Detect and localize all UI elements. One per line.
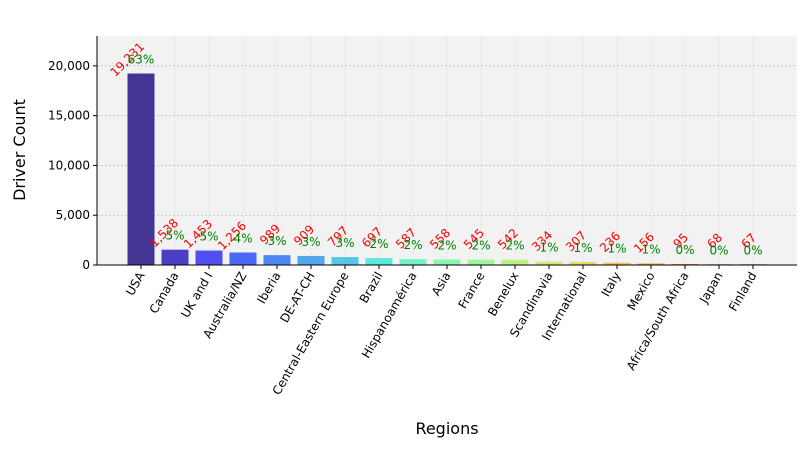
bar xyxy=(161,249,189,265)
x-tick-label: UK and I xyxy=(178,270,215,321)
bar xyxy=(535,261,563,265)
percent-label: 0% xyxy=(675,243,694,257)
y-tick-label: 15,000 xyxy=(48,109,90,123)
bar xyxy=(229,252,257,265)
percent-label: 2% xyxy=(471,239,490,253)
bar xyxy=(331,257,359,265)
percent-label: 2% xyxy=(369,237,388,251)
bar xyxy=(467,259,495,265)
x-tick-label: Benelux xyxy=(485,270,521,319)
y-axis-ticks: 0 5,000 10,000 15,000 20,000 xyxy=(48,59,97,272)
percent-label: 3% xyxy=(301,235,320,249)
y-tick-label: 20,000 xyxy=(48,59,90,73)
percent-label: 63% xyxy=(128,53,155,67)
x-tick-label: Africa/South Africa xyxy=(624,270,692,373)
percent-label: 2% xyxy=(505,239,524,253)
percent-label: 5% xyxy=(199,230,218,244)
x-tick-label: Canada xyxy=(147,270,182,317)
percent-label: 3% xyxy=(335,236,354,250)
bars xyxy=(127,73,767,266)
percent-label: 4% xyxy=(233,231,252,245)
x-tick-label: Italy xyxy=(598,270,623,300)
percent-label: 3% xyxy=(267,234,286,248)
bar xyxy=(263,255,291,265)
y-tick-label: 0 xyxy=(82,258,90,272)
percent-label: 5% xyxy=(165,229,184,243)
percent-label: 1% xyxy=(607,242,626,256)
bar xyxy=(399,259,427,265)
bar xyxy=(637,263,665,265)
percent-label: 0% xyxy=(709,243,728,257)
x-tick-label: Iberia xyxy=(254,270,283,307)
percent-label: 1% xyxy=(573,241,592,255)
x-tick-label: Finland xyxy=(726,270,760,314)
bar xyxy=(501,259,529,265)
y-axis-label: Driver Count xyxy=(10,99,29,201)
percent-label: 2% xyxy=(403,238,422,252)
x-tick-label: Central-Eastern Europe xyxy=(270,270,352,398)
x-tick-label: Asia xyxy=(429,270,454,299)
x-tick-label: USA xyxy=(123,269,148,298)
bar xyxy=(569,261,597,265)
x-tick-label: Brazil xyxy=(357,270,386,306)
percent-label: 1% xyxy=(539,241,558,255)
bar xyxy=(433,259,461,265)
x-tick-label: Japan xyxy=(696,270,725,307)
percent-label: 1% xyxy=(641,242,660,256)
x-tick-label: Mexico xyxy=(625,270,658,313)
plot-background xyxy=(97,36,797,265)
bar xyxy=(127,73,155,266)
bar xyxy=(195,250,223,265)
y-tick-label: 5,000 xyxy=(56,208,90,222)
y-tick-label: 10,000 xyxy=(48,158,90,172)
x-axis-label: Regions xyxy=(415,419,478,438)
bar xyxy=(365,258,393,265)
bar xyxy=(297,255,325,265)
bar xyxy=(603,262,631,265)
percent-label: 0% xyxy=(743,243,762,257)
x-tick-label: France xyxy=(456,270,488,312)
percent-labels: 63% 5% 5% 4% 3% 3% 3% 2% 2% 2% 2% 2% 1% 1% 1% 1% 0% 0% 0% xyxy=(128,53,763,258)
percent-label: 2% xyxy=(437,238,456,252)
